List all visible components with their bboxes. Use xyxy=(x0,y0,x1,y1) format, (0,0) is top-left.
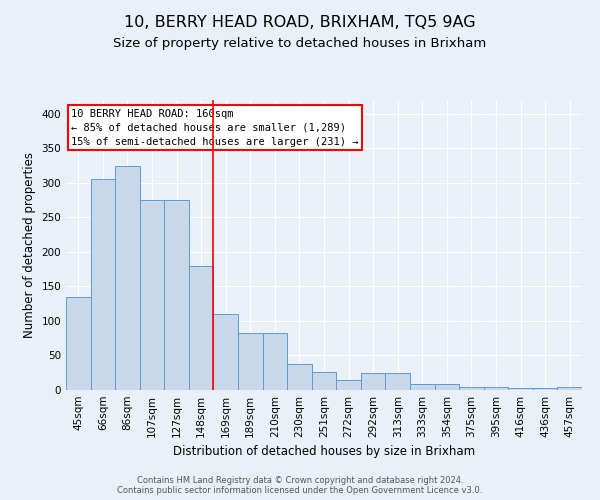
Bar xyxy=(484,386,508,390)
Bar xyxy=(214,314,238,390)
Bar xyxy=(287,364,312,390)
Bar xyxy=(361,372,385,390)
Bar xyxy=(115,166,140,390)
X-axis label: Distribution of detached houses by size in Brixham: Distribution of detached houses by size … xyxy=(173,446,475,458)
Bar xyxy=(557,386,582,390)
Bar xyxy=(164,200,189,390)
Bar xyxy=(459,386,484,390)
Bar xyxy=(434,384,459,390)
Text: 10, BERRY HEAD ROAD, BRIXHAM, TQ5 9AG: 10, BERRY HEAD ROAD, BRIXHAM, TQ5 9AG xyxy=(124,15,476,30)
Bar xyxy=(385,372,410,390)
Text: Contains HM Land Registry data © Crown copyright and database right 2024.
Contai: Contains HM Land Registry data © Crown c… xyxy=(118,476,482,495)
Text: 10 BERRY HEAD ROAD: 160sqm
← 85% of detached houses are smaller (1,289)
15% of s: 10 BERRY HEAD ROAD: 160sqm ← 85% of deta… xyxy=(71,108,359,146)
Bar xyxy=(336,380,361,390)
Bar xyxy=(508,388,533,390)
Bar xyxy=(238,332,263,390)
Bar xyxy=(312,372,336,390)
Bar xyxy=(533,388,557,390)
Bar xyxy=(189,266,214,390)
Bar xyxy=(66,297,91,390)
Y-axis label: Number of detached properties: Number of detached properties xyxy=(23,152,36,338)
Bar xyxy=(263,332,287,390)
Bar xyxy=(140,200,164,390)
Bar xyxy=(91,180,115,390)
Text: Size of property relative to detached houses in Brixham: Size of property relative to detached ho… xyxy=(113,38,487,51)
Bar xyxy=(410,384,434,390)
